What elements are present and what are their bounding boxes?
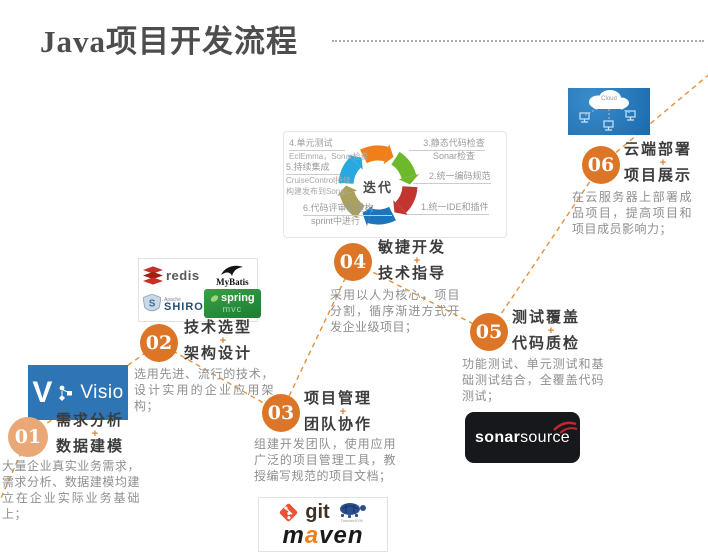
cloud-network-icon <box>579 90 636 131</box>
cycle-item-label: 6.代码评审和重构 <box>303 203 392 216</box>
spring-leaf-icon <box>210 294 219 302</box>
step-05-title: 测试覆盖 + 代码质检 <box>512 308 590 354</box>
svg-text:S: S <box>149 298 156 309</box>
shiro-logo-text: SHIRO <box>164 300 204 313</box>
visio-v-glyph: V <box>32 375 53 409</box>
sonarsource-logo-text: sonarsource <box>475 429 570 447</box>
plus-icon: + <box>219 335 227 347</box>
step-01-title: 需求分析 + 数据建模 <box>56 411 134 457</box>
plus-icon: + <box>413 255 421 267</box>
step-05-badge: 05 <box>470 313 508 351</box>
step-04-title: 敏捷开发 + 技术指导 <box>378 238 456 284</box>
cycle-item-coding-standard: 2.统一编码规范 <box>413 171 491 184</box>
cloud-image-panel: Cloud <box>568 88 650 135</box>
step-02-title: 技术选型 + 架构设计 <box>184 318 262 364</box>
cycle-item-continuous-integration: 5.持续集成 CruiseControl持续 构建发布到Sonar <box>286 162 351 197</box>
step-03-badge: 03 <box>262 394 300 432</box>
shiro-logo: S Apache SHIRO <box>143 293 204 314</box>
step-03-description: 组建开发团队，使用应用广泛的项目管理工具，教授编写规范的项目文档； <box>254 437 396 483</box>
mybatis-bird-icon <box>221 265 244 276</box>
step-04-description: 采用以人为核心，项目分割，循序渐进方式开发企业级项目； <box>330 288 460 334</box>
shiro-apache-text: Apache <box>164 296 181 303</box>
sonar-bold: sonar <box>475 428 521 446</box>
step-01-badge: 01 <box>8 417 48 457</box>
tortoisesvn-logo-text: TortoiseSVN <box>340 518 363 523</box>
mvc-logo-text: mvc <box>222 303 243 314</box>
cycle-item-sublabel: 构建发布到Sonar <box>286 187 348 196</box>
tortoisesvn-logo: TortoiseSVN <box>336 501 368 523</box>
turtle-icon <box>339 503 366 518</box>
sonar-swoosh-icon <box>553 421 578 434</box>
redis-cube-icon <box>143 266 163 285</box>
cloud-label: Cloud <box>601 96 617 102</box>
step-title-line1: 测试覆盖 <box>512 309 581 326</box>
step-01-description: 大量企业真实业务需求，需求分析、数据建模均建立在企业实际业务基础上； <box>2 459 140 521</box>
cycle-item-label: 2.统一编码规范 <box>413 171 491 184</box>
scm-logo-panel: git TortoiseSVN maven <box>258 497 388 552</box>
visio-flowchart-icon <box>59 385 73 401</box>
step-06-description: 在云服务器上部署成品项目，提高项目和项目成员影响力； <box>572 190 692 236</box>
step-title-line2: 架构设计 <box>184 345 253 362</box>
step-06-title: 云端部署 + 项目展示 <box>624 140 702 186</box>
redis-logo-text: redis <box>166 268 200 283</box>
plus-icon: + <box>339 406 347 418</box>
spring-logo-text: spring <box>221 291 255 304</box>
plus-icon: + <box>91 428 99 440</box>
step-title-line1: 项目管理 <box>304 390 373 407</box>
cycle-item-code-review: 6.代码评审和重构 sprint中进行 <box>303 203 392 227</box>
page-title: Java项目开发流程 <box>40 24 298 59</box>
step-title-line1: 技术选型 <box>184 319 253 336</box>
plus-icon: + <box>547 325 555 337</box>
sonar-light: source <box>520 428 570 446</box>
cycle-item-sublabel: sprint中进行 <box>311 216 361 226</box>
cycle-item-sublabel: CruiseControl持续 <box>286 176 351 185</box>
step-04-badge: 04 <box>334 243 372 281</box>
shiro-shield-icon: S <box>143 293 161 311</box>
cycle-item-static-check: 3.静态代码检查 Sonar检查 <box>409 138 496 162</box>
git-logo-text: git <box>305 501 330 523</box>
step-title-line1: 敏捷开发 <box>378 239 447 256</box>
maven-m: m <box>282 522 305 549</box>
iteration-cycle-panel: 迭代 4.单元测试 EclEmma，Sonar检查 3.静态代码检查 Sonar… <box>283 131 507 238</box>
cycle-item-label: 1.统一IDE和插件 <box>407 202 489 215</box>
step-title-line1: 需求分析 <box>56 412 125 429</box>
cycle-item-sublabel: Sonar检查 <box>432 151 476 161</box>
cycle-item-ide-plugin: 1.统一IDE和插件 <box>407 202 489 215</box>
step-title-line1: 云端部署 <box>624 141 693 158</box>
step-title-line2: 团队协作 <box>304 416 373 433</box>
step-title-line2: 技术指导 <box>378 265 447 282</box>
frameworks-logo-panel: redis MyBatis S Apache SHIRO <box>138 258 261 322</box>
maven-a: a <box>304 522 320 549</box>
maven-logo-text: maven <box>282 524 363 548</box>
step-02-badge: 02 <box>140 324 178 362</box>
mybatis-logo-text: MyBatis <box>216 277 249 287</box>
plus-icon: + <box>659 157 667 169</box>
cycle-center-label: 迭代 <box>362 180 393 195</box>
cycle-item-label: 5.持续集成 <box>286 162 340 175</box>
git-icon <box>280 503 298 521</box>
step-title-line2: 数据建模 <box>56 438 125 455</box>
cycle-arrows-diagram <box>336 143 420 227</box>
step-06-badge: 06 <box>582 146 620 184</box>
cycle-item-unit-test: 4.单元测试 EclEmma，Sonar检查 <box>289 138 369 162</box>
maven-ven: ven <box>319 522 364 549</box>
visio-logo-panel: V Visio <box>28 365 128 420</box>
step-title-line2: 代码质检 <box>512 335 581 352</box>
cycle-item-label: 3.静态代码检查 <box>409 138 485 151</box>
visio-logo-text: Visio <box>80 381 124 403</box>
redis-logo: redis <box>143 266 204 285</box>
spring-box: spring mvc <box>203 289 261 318</box>
title-dotted-rule <box>332 40 704 42</box>
cycle-item-label: 4.单元测试 <box>289 138 345 151</box>
step-02-description: 选用先进、流行的技术，设计实用的企业应用架构； <box>134 367 274 413</box>
spring-mvc-logo: spring mvc <box>203 289 261 318</box>
step-03-title: 项目管理 + 团队协作 <box>304 389 382 435</box>
sonarsource-logo-panel: sonarsource <box>465 412 580 463</box>
step-title-line2: 项目展示 <box>624 167 693 184</box>
mybatis-logo: MyBatis <box>204 264 261 287</box>
cycle-item-sublabel: EclEmma，Sonar检查 <box>289 152 369 161</box>
step-05-description: 功能测试、单元测试和基础测试结合，全覆盖代码测试； <box>462 357 604 403</box>
